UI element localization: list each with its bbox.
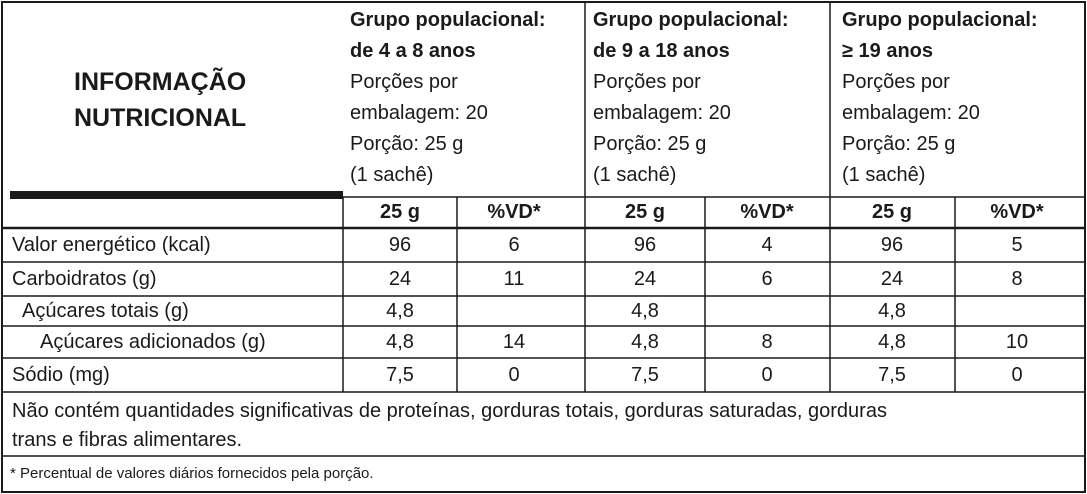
column-header: %VD* — [990, 201, 1044, 223]
portion-info: Porções por — [842, 71, 950, 93]
row-label: Sódio (mg) — [12, 364, 110, 386]
cell: 8 — [1011, 268, 1023, 290]
cell: 0 — [761, 364, 773, 386]
cell: 24 — [880, 268, 904, 290]
cell: 96 — [388, 234, 412, 256]
column-header: %VD* — [740, 201, 794, 223]
cell: 4,8 — [386, 331, 414, 353]
portion-info: embalagem: 20 — [842, 102, 980, 124]
row-label: Valor energético (kcal) — [12, 234, 211, 256]
cell: 4 — [761, 234, 773, 256]
cell: 11 — [503, 268, 525, 290]
note: Não contém quantidades significativas de… — [12, 400, 887, 422]
cell: 7,5 — [878, 364, 906, 386]
column-header: 25 g — [379, 201, 421, 223]
cell: 8 — [761, 331, 773, 353]
portion-info: Porção: 25 g — [350, 133, 464, 155]
portion-info: Porções por — [593, 71, 701, 93]
portion-info: (1 sachê) — [350, 164, 434, 186]
group-heading: Grupo populacional: — [842, 9, 1038, 31]
cell: 10 — [1005, 331, 1029, 353]
cell: 96 — [880, 234, 904, 256]
cell: 14 — [502, 331, 526, 353]
portion-info: Porção: 25 g — [593, 133, 707, 155]
cell: 4,8 — [386, 300, 414, 322]
group-heading: de 9 a 18 anos — [593, 40, 730, 62]
cell: 24 — [388, 268, 412, 290]
column-header: 25 g — [871, 201, 913, 223]
column-header: 25 g — [624, 201, 666, 223]
row-label: Açúcares totais (g) — [22, 300, 189, 322]
cell: 4,8 — [878, 300, 906, 322]
cell: 0 — [508, 364, 520, 386]
portion-info: embalagem: 20 — [593, 102, 731, 124]
cell: 6 — [508, 234, 520, 256]
row-label: Açúcares adicionados (g) — [40, 331, 266, 353]
row-label: Carboidratos (g) — [12, 268, 157, 290]
note: trans e fibras alimentares. — [12, 429, 243, 451]
column-header: %VD* — [487, 201, 541, 223]
title: INFORMAÇÃO — [74, 68, 247, 96]
portion-info: Porções por — [350, 71, 458, 93]
cell: 6 — [761, 268, 773, 290]
cell: 7,5 — [631, 364, 659, 386]
portion-info: (1 sachê) — [842, 164, 926, 186]
group-heading: ≥ 19 anos — [842, 40, 934, 62]
portion-info: Porção: 25 g — [842, 133, 956, 155]
cell: 4,8 — [878, 331, 906, 353]
cell: 4,8 — [631, 331, 659, 353]
group-heading: de 4 a 8 anos — [350, 40, 476, 62]
group-heading: Grupo populacional: — [593, 9, 789, 31]
footnote: * Percentual de valores diários fornecid… — [10, 465, 374, 482]
thick-bar — [10, 191, 343, 199]
group-heading: Grupo populacional: — [350, 9, 546, 31]
cell: 96 — [633, 234, 657, 256]
portion-info: embalagem: 20 — [350, 102, 488, 124]
portion-info: (1 sachê) — [593, 164, 677, 186]
cell: 7,5 — [386, 364, 414, 386]
cell: 0 — [1011, 364, 1023, 386]
cell: 5 — [1011, 234, 1023, 256]
title: NUTRICIONAL — [74, 104, 247, 132]
cell: 4,8 — [631, 300, 659, 322]
cell: 24 — [633, 268, 657, 290]
